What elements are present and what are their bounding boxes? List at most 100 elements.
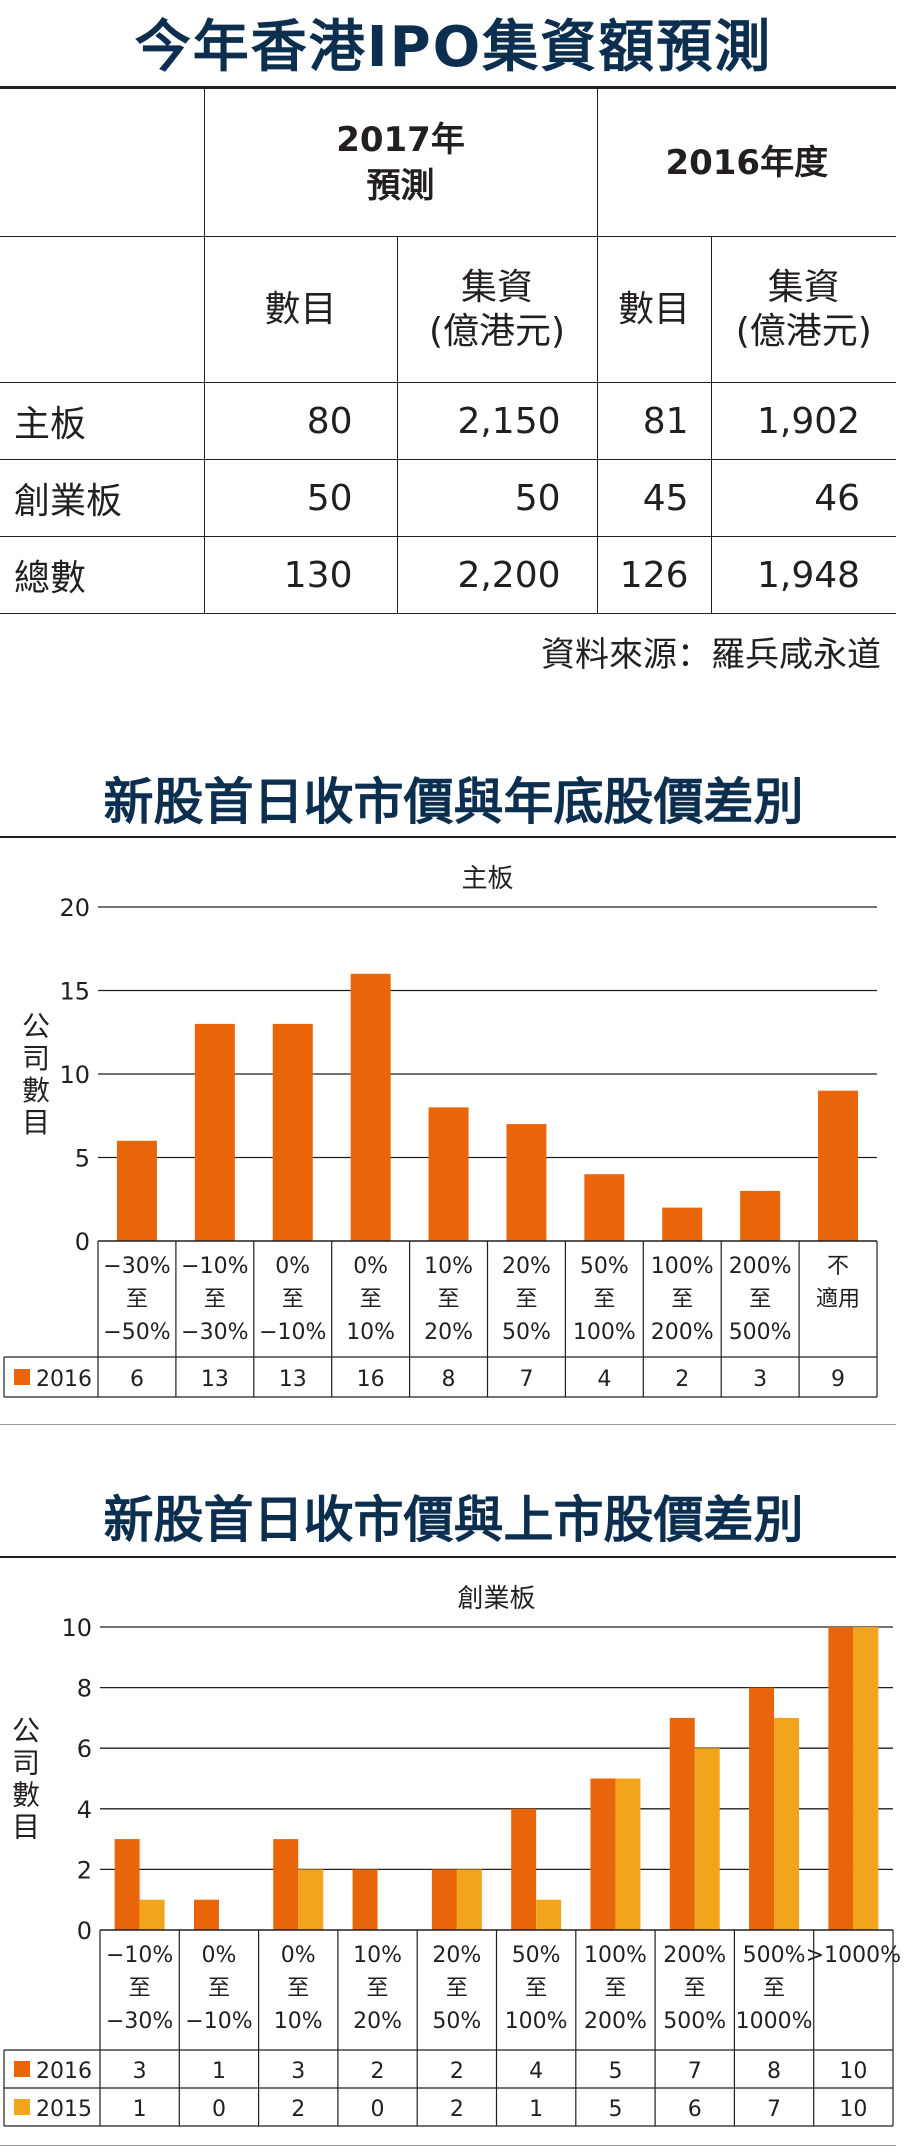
x-tick-label: 500% bbox=[743, 1943, 806, 1968]
cell-2017-raise: 2,200 bbox=[396, 536, 598, 614]
x-tick-label: 至 bbox=[446, 1976, 468, 2001]
ipo-forecast-table: 2017年 預測 2016年度 數目 集資 (億港元) 數目 集資 (億港元) … bbox=[0, 88, 897, 614]
cell-2017-count: 50 bbox=[203, 459, 398, 537]
x-tick-label: 10% bbox=[424, 1254, 473, 1279]
data-label: 6 bbox=[130, 1367, 144, 1392]
data-label: 1 bbox=[212, 2059, 226, 2084]
x-tick-label: 0% bbox=[281, 1943, 316, 1968]
x-tick-label: 200% bbox=[651, 1320, 714, 1345]
data-label: 2 bbox=[450, 2059, 464, 2084]
y-tick-label: 10 bbox=[61, 1614, 92, 1642]
subheader-2017-count: 數目 bbox=[203, 236, 398, 383]
cell-2017-raise: 50 bbox=[396, 459, 598, 537]
x-tick-label: 20% bbox=[424, 1320, 473, 1345]
y-tick-label: 10 bbox=[59, 1061, 90, 1089]
legend-swatch-2015 bbox=[14, 2099, 30, 2115]
bar-2016 bbox=[511, 1808, 537, 1930]
divider bbox=[0, 2145, 896, 2146]
data-label: 10 bbox=[839, 2097, 867, 2122]
data-label: 3 bbox=[133, 2059, 147, 2084]
data-label: 4 bbox=[529, 2059, 543, 2084]
bar-2015 bbox=[615, 1778, 641, 1930]
data-label: 10 bbox=[839, 2059, 867, 2084]
y-axis-label-char: 目 bbox=[12, 1811, 40, 1844]
bar-2016 bbox=[669, 1717, 695, 1930]
data-label: 7 bbox=[767, 2097, 781, 2122]
x-tick-label: −10% bbox=[181, 1254, 248, 1279]
bar-2015 bbox=[456, 1869, 482, 1930]
x-tick-label: 至 bbox=[438, 1287, 460, 1312]
raise-label: 集資 bbox=[767, 266, 840, 308]
header-2016: 2016年度 bbox=[596, 88, 897, 237]
x-tick-label: 100% bbox=[584, 1943, 647, 1968]
data-label: 0 bbox=[371, 2097, 385, 2122]
x-tick-label: −10% bbox=[185, 2009, 252, 2034]
chart2-title: 新股首日收市價與上市股價差別 bbox=[103, 1491, 804, 1549]
x-tick-label: 至 bbox=[515, 1287, 537, 1312]
divider bbox=[0, 1424, 896, 1425]
data-label: 5 bbox=[608, 2097, 622, 2122]
x-tick-label: −30% bbox=[181, 1320, 248, 1345]
x-tick-label: 500% bbox=[729, 1320, 792, 1345]
bar-2016 bbox=[506, 1124, 547, 1241]
bar-2016 bbox=[352, 1869, 378, 1930]
chart1-title: 新股首日收市價與年底股價差別 bbox=[103, 773, 804, 831]
bar-2016 bbox=[828, 1627, 854, 1930]
legend-swatch-2016 bbox=[14, 2061, 30, 2077]
bar-2016 bbox=[818, 1090, 859, 1241]
chart2-rule bbox=[0, 1556, 896, 1558]
data-label: 2 bbox=[371, 2059, 385, 2084]
bar-2016 bbox=[194, 1023, 235, 1241]
y-axis-label-char: 司 bbox=[22, 1042, 50, 1075]
x-tick-label: 不 bbox=[827, 1254, 849, 1279]
x-tick-label: 200% bbox=[584, 2009, 647, 2034]
row-label: 總數 bbox=[0, 536, 205, 614]
y-tick-label: 5 bbox=[75, 1145, 90, 1173]
data-label: 8 bbox=[767, 2059, 781, 2084]
x-tick-label: 至 bbox=[593, 1287, 615, 1312]
title-rule bbox=[0, 86, 896, 88]
bar-2015 bbox=[536, 1899, 562, 1930]
x-tick-label: 10% bbox=[274, 2009, 323, 2034]
table-title: 今年香港IPO集資額預測 bbox=[134, 15, 773, 80]
y-axis-label-char: 公 bbox=[12, 1715, 40, 1748]
row-label: 主板 bbox=[0, 382, 205, 460]
subheader-empty bbox=[0, 236, 205, 383]
bar-2015 bbox=[139, 1899, 165, 1930]
x-tick-label: 50% bbox=[502, 1320, 551, 1345]
header-2017-line2: 預測 bbox=[366, 165, 435, 206]
y-axis-label-char: 司 bbox=[12, 1747, 40, 1780]
x-tick-label: 0% bbox=[353, 1254, 388, 1279]
data-label: 13 bbox=[279, 1367, 307, 1392]
bar-2016 bbox=[116, 1140, 157, 1241]
raise-unit: (億港元) bbox=[735, 310, 872, 352]
x-tick-label: −10% bbox=[106, 1943, 173, 1968]
data-label: 16 bbox=[357, 1367, 385, 1392]
y-tick-label: 0 bbox=[75, 1228, 90, 1256]
x-tick-label: 1000% bbox=[736, 2009, 813, 2034]
chart-subtitle: 主板 bbox=[461, 864, 513, 894]
x-tick-label: 100% bbox=[505, 2009, 568, 2034]
y-axis-label-char: 數 bbox=[22, 1074, 50, 1107]
data-label: 2 bbox=[450, 2097, 464, 2122]
x-tick-label: 500% bbox=[663, 2009, 726, 2034]
data-label: 7 bbox=[688, 2059, 702, 2084]
y-tick-label: 6 bbox=[77, 1735, 92, 1763]
data-label: 7 bbox=[519, 1367, 533, 1392]
x-tick-label: 至 bbox=[763, 1976, 785, 2001]
x-tick-label: 200% bbox=[729, 1254, 792, 1279]
x-tick-label: 至 bbox=[671, 1287, 693, 1312]
bar-2015 bbox=[694, 1748, 720, 1930]
x-tick-label: 10% bbox=[346, 1320, 395, 1345]
x-tick-label: 至 bbox=[126, 1287, 148, 1312]
x-tick-label: 50% bbox=[512, 1943, 561, 1968]
x-tick-label: 至 bbox=[604, 1976, 626, 2001]
subheader-2017-raise: 集資 (億港元) bbox=[396, 236, 598, 383]
bar-2016 bbox=[193, 1899, 219, 1930]
data-label: 1 bbox=[529, 2097, 543, 2122]
y-axis-label-char: 目 bbox=[22, 1106, 50, 1139]
y-tick-label: 4 bbox=[77, 1796, 92, 1824]
table-corner-cell bbox=[0, 88, 205, 237]
x-tick-label: 至 bbox=[749, 1287, 771, 1312]
legend-label: 2016 bbox=[36, 2059, 92, 2084]
